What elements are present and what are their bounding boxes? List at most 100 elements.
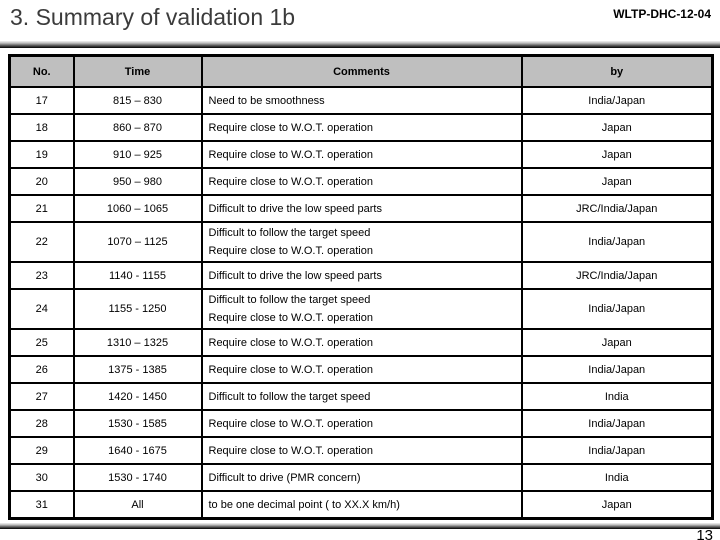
- cell-time: 1155 - 1250: [72, 288, 203, 330]
- cell-no: 29: [8, 436, 75, 465]
- table-body: 17 815 – 830 Need to be smoothness India/Ja…: [8, 86, 714, 520]
- cell-by: Japan: [520, 167, 714, 196]
- cell-comments: Difficult to follow the target speed: [200, 382, 523, 411]
- cell-by: Japan: [520, 328, 714, 357]
- cell-comments: Difficult to drive the low speed parts: [200, 261, 523, 290]
- cell-time: 1420 - 1450: [72, 382, 203, 411]
- validation-summary-table: No. Time Comments by 17 815 – 830 Need to …: [8, 54, 714, 520]
- document-code: WLTP-DHC-12-04: [613, 7, 711, 21]
- cell-comments: Difficult to drive (PMR concern): [200, 463, 523, 492]
- cell-time: 1140 - 1155: [72, 261, 203, 290]
- column-header-no: No.: [8, 54, 75, 88]
- cell-no: 24: [8, 288, 75, 330]
- cell-comments: Require close to W.O.T. operation: [200, 140, 523, 169]
- cell-by: India/Japan: [520, 288, 714, 330]
- cell-comments: Require close to W.O.T. operation: [200, 167, 523, 196]
- comment-line: to be one decimal point ( to XX.X km/h): [208, 498, 400, 511]
- table-row: 31 All to be one decimal point ( to XX.X k…: [8, 490, 714, 520]
- cell-no: 25: [8, 328, 75, 357]
- cell-by: JRC/India/Japan: [520, 194, 714, 223]
- table-row: 29 1640 - 1675 Require close to W.O.T. ope…: [8, 436, 714, 465]
- cell-no: 30: [8, 463, 75, 492]
- table-header: No. Time Comments by: [8, 54, 714, 88]
- table-row: 30 1530 - 1740 Difficult to drive (PMR con…: [8, 463, 714, 492]
- comment-line: Require close to W.O.T. operation: [208, 121, 373, 134]
- table-row: 21 1060 – 1065 Difficult to drive the low …: [8, 194, 714, 223]
- comment-line: Difficult to drive the low speed parts: [208, 269, 382, 282]
- cell-time: 1640 - 1675: [72, 436, 203, 465]
- cell-by: JRC/India/Japan: [520, 261, 714, 290]
- cell-by: India: [520, 382, 714, 411]
- table-row: 19 910 – 925 Require close to W.O.T. opera…: [8, 140, 714, 169]
- cell-time: 910 – 925: [72, 140, 203, 169]
- comment-line: Difficult to drive the low speed parts: [208, 202, 382, 215]
- page-number: 13: [696, 527, 713, 540]
- table-row: 25 1310 – 1325 Require close to W.O.T. ope…: [8, 328, 714, 357]
- cell-by: India/Japan: [520, 409, 714, 438]
- table-row: 26 1375 - 1385 Require close to W.O.T. ope…: [8, 355, 714, 384]
- cell-time: 815 – 830: [72, 86, 203, 115]
- comment-line: Difficult to drive (PMR concern): [208, 471, 361, 484]
- column-header-time: Time: [72, 54, 203, 88]
- cell-comments: Need to be smoothness: [200, 86, 523, 115]
- column-header-by: by: [520, 54, 714, 88]
- cell-no: 31: [8, 490, 75, 520]
- table-row: 27 1420 - 1450 Difficult to follow the tar…: [8, 382, 714, 411]
- cell-comments: Require close to W.O.T. operation: [200, 355, 523, 384]
- cell-by: India/Japan: [520, 221, 714, 263]
- comment-line: Require close to W.O.T. operation: [208, 148, 373, 161]
- cell-time: 1310 – 1325: [72, 328, 203, 357]
- cell-no: 18: [8, 113, 75, 142]
- cell-time: 1530 - 1740: [72, 463, 203, 492]
- cell-no: 21: [8, 194, 75, 223]
- comment-line: Require close to W.O.T. operation: [208, 336, 373, 349]
- comment-line: Require close to W.O.T. operation: [208, 175, 373, 188]
- cell-comments: Difficult to follow the target speed Requ…: [200, 288, 523, 330]
- comment-line: Difficult to follow the target speed: [208, 390, 371, 403]
- comment-line: Require close to W.O.T. operation: [208, 363, 373, 376]
- cell-no: 19: [8, 140, 75, 169]
- cell-comments: Require close to W.O.T. operation: [200, 328, 523, 357]
- cell-comments: Difficult to follow the target speed Requ…: [200, 221, 523, 263]
- cell-time: 950 – 980: [72, 167, 203, 196]
- bottom-divider-bar: [0, 523, 720, 529]
- cell-by: India: [520, 463, 714, 492]
- cell-by: Japan: [520, 113, 714, 142]
- cell-comments: Difficult to drive the low speed parts: [200, 194, 523, 223]
- cell-by: India/Japan: [520, 436, 714, 465]
- cell-by: India/Japan: [520, 86, 714, 115]
- table-row: 23 1140 - 1155 Difficult to drive the low …: [8, 261, 714, 290]
- cell-comments: Require close to W.O.T. operation: [200, 113, 523, 142]
- comment-line: Require close to W.O.T. operation: [208, 245, 373, 257]
- cell-comments: to be one decimal point ( to XX.X km/h): [200, 490, 523, 520]
- cell-by: Japan: [520, 140, 714, 169]
- table-row: 18 860 – 870 Require close to W.O.T. opera…: [8, 113, 714, 142]
- cell-time: All: [72, 490, 203, 520]
- cell-time: 1375 - 1385: [72, 355, 203, 384]
- table-row: 20 950 – 980 Require close to W.O.T. opera…: [8, 167, 714, 196]
- cell-by: India/Japan: [520, 355, 714, 384]
- column-header-comments: Comments: [200, 54, 523, 88]
- comment-line: Require close to W.O.T. operation: [208, 417, 373, 430]
- comment-line: Difficult to follow the target speed: [208, 227, 371, 239]
- comment-line: Need to be smoothness: [208, 94, 325, 107]
- comment-line: Difficult to follow the target speed: [208, 294, 371, 306]
- cell-time: 1060 – 1065: [72, 194, 203, 223]
- cell-by: Japan: [520, 490, 714, 520]
- table-row: 17 815 – 830 Need to be smoothness India/Ja…: [8, 86, 714, 115]
- cell-no: 23: [8, 261, 75, 290]
- cell-comments: Require close to W.O.T. operation: [200, 409, 523, 438]
- cell-comments: Require close to W.O.T. operation: [200, 436, 523, 465]
- comment-line: Require close to W.O.T. operation: [208, 312, 373, 324]
- cell-no: 17: [8, 86, 75, 115]
- cell-no: 27: [8, 382, 75, 411]
- table-row: 28 1530 - 1585 Require close to W.O.T. ope…: [8, 409, 714, 438]
- table-row: 22 1070 – 1125 Difficult to follow the tar…: [8, 221, 714, 263]
- top-divider-bar: [0, 41, 720, 48]
- cell-time: 1070 – 1125: [72, 221, 203, 263]
- page-title: 3. Summary of validation 1b: [10, 4, 296, 30]
- cell-time: 860 – 870: [72, 113, 203, 142]
- cell-no: 22: [8, 221, 75, 263]
- header-row: No. Time Comments by: [8, 54, 714, 88]
